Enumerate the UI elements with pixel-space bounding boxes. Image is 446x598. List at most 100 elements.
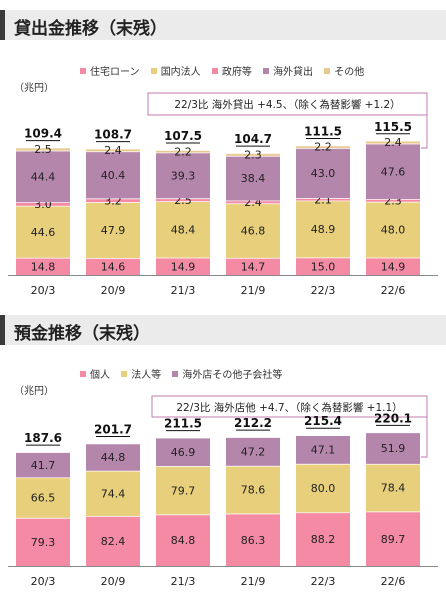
- callout-text: 22/3比 海外店他 +4.7、（除く為替影響 +1.1）: [176, 401, 402, 414]
- data-label: 2.2: [314, 141, 332, 154]
- bar-segment: [16, 257, 70, 275]
- data-label: 14.7: [241, 260, 266, 273]
- bar-segment: [226, 257, 280, 275]
- data-label: 82.4: [101, 535, 126, 548]
- category-label: 22/6: [381, 284, 406, 297]
- bar-segment: [366, 143, 420, 200]
- legend-item-individual: 個人: [80, 366, 110, 381]
- total-label: 187.6: [24, 431, 62, 445]
- bar-segment: [296, 145, 350, 149]
- category-label: 20/9: [101, 284, 126, 297]
- total-label: 109.4: [24, 127, 62, 141]
- callout-bracket: [421, 417, 428, 458]
- total-label: 108.7: [94, 128, 132, 142]
- bar-segment: [86, 151, 140, 199]
- bar-segment: [296, 257, 350, 275]
- bar-segment: [86, 198, 140, 203]
- data-label: 89.7: [381, 533, 406, 546]
- deposits-unit-label: （兆円）: [14, 386, 54, 397]
- legend-item-corporate: 法人等: [121, 366, 161, 381]
- category-label: 22/3: [311, 575, 336, 588]
- bar-segment: [16, 477, 70, 518]
- data-label: 78.6: [241, 484, 266, 497]
- legend-swatch: [324, 68, 331, 74]
- deposits-section-header: 預金推移（末残）: [0, 315, 446, 345]
- bar-segment: [366, 463, 420, 512]
- data-label: 66.5: [31, 492, 56, 505]
- legend-item-government: 政府等: [211, 63, 252, 78]
- bar-segment: [226, 465, 280, 514]
- bar-segment: [156, 466, 210, 515]
- category-label: 21/3: [171, 284, 196, 297]
- data-label: 80.0: [311, 482, 336, 495]
- data-label: 2.4: [104, 144, 122, 157]
- bar-segment: [16, 452, 70, 478]
- category-label: 21/3: [171, 575, 196, 588]
- bar-segment: [16, 205, 70, 258]
- total-label: 107.5: [164, 129, 202, 143]
- legend-item-overseas-branch: 海外店その他子会社等: [172, 366, 282, 381]
- data-label: 14.9: [381, 260, 406, 273]
- data-label: 79.7: [171, 484, 196, 497]
- bar-segment: [156, 257, 210, 275]
- legend-swatch: [121, 371, 128, 377]
- bar-segment: [86, 515, 140, 566]
- data-label: 74.4: [101, 487, 126, 500]
- bar-segment: [296, 435, 350, 464]
- callout-text: 22/3比 海外貸出 +4.5、（除く為替影響 +1.2）: [174, 98, 400, 111]
- legend-swatch: [172, 371, 179, 377]
- data-label: 47.1: [311, 444, 336, 457]
- bar-segment: [296, 463, 350, 513]
- category-label: 21/9: [241, 575, 266, 588]
- bar-segment: [156, 149, 210, 153]
- category-label: 20/3: [31, 575, 56, 588]
- data-label: 2.2: [174, 145, 192, 158]
- total-label: 115.5: [374, 120, 412, 134]
- data-label: 44.8: [101, 451, 126, 464]
- data-label: 38.4: [241, 172, 266, 185]
- data-label: 46.9: [171, 446, 196, 459]
- data-label: 48.9: [311, 223, 336, 236]
- data-label: 44.4: [31, 170, 56, 183]
- bar-segment: [86, 470, 140, 516]
- bar-segment: [366, 257, 420, 275]
- legend-item-other: その他: [324, 63, 364, 78]
- category-label: 21/9: [241, 284, 266, 297]
- data-label: 39.3: [171, 169, 196, 182]
- bar-segment: [156, 201, 210, 258]
- bar-segment: [226, 513, 280, 566]
- bar-segment: [226, 203, 280, 258]
- callout-box: [151, 395, 428, 418]
- total-label: 201.7: [94, 423, 132, 437]
- data-label: 15.0: [311, 260, 336, 273]
- data-label: 79.3: [31, 536, 56, 549]
- loans-unit-label: （兆円）: [14, 83, 54, 94]
- bar-segment: [156, 152, 210, 199]
- bar-segment: [156, 514, 210, 566]
- data-label: 40.4: [101, 169, 126, 182]
- legend-item-domestic-corporate: 国内法人: [150, 63, 201, 78]
- legend-item-housing: 住宅ローン: [80, 63, 140, 78]
- data-label: 2.5: [34, 143, 52, 156]
- category-label: 20/3: [31, 284, 56, 297]
- deposits-chart-title: 預金推移（末残）: [14, 324, 150, 344]
- data-label: 43.0: [311, 167, 336, 180]
- data-label: 14.8: [31, 260, 56, 273]
- legend-swatch: [211, 68, 218, 74]
- data-label: 46.8: [241, 225, 266, 238]
- bar-segment: [296, 200, 350, 258]
- bar-segment: [86, 257, 140, 275]
- data-label: 14.9: [171, 260, 196, 273]
- loans-legend: 住宅ローン 国内法人 政府等 海外貸出 その他: [80, 63, 372, 78]
- data-label: 44.6: [31, 226, 56, 239]
- data-label: 48.4: [171, 223, 196, 236]
- header-accent-bar: [0, 10, 5, 40]
- total-label: 215.4: [304, 414, 342, 428]
- bar-segment: [226, 437, 280, 466]
- bar-segment: [366, 511, 420, 566]
- loans-chart-title: 貸出金推移（末残）: [14, 19, 167, 39]
- bar-segment: [296, 512, 350, 566]
- deposits-chart: 22/3比 海外店他 +4.7、（除く為替影響 +1.1） 79.3 66.5 41.…: [8, 395, 438, 588]
- data-label: 41.7: [31, 459, 56, 472]
- bar-segment: [366, 199, 420, 202]
